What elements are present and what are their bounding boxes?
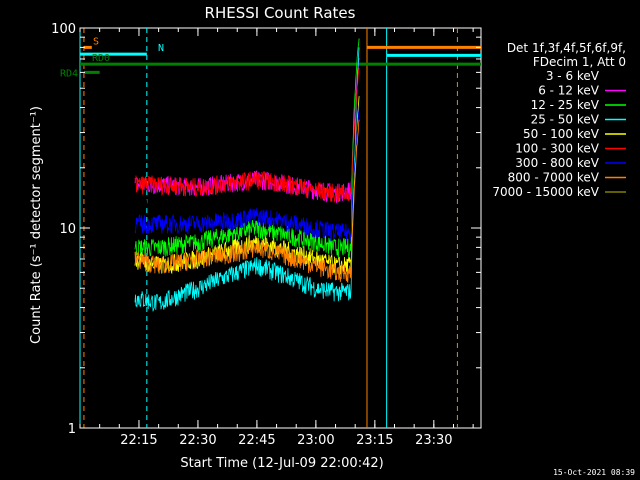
y-tick-label-2: 100 bbox=[51, 22, 76, 37]
instrument-state-bars: S N RD0 RD4 bbox=[60, 36, 481, 79]
x-tick-label-3: 23:00 bbox=[297, 433, 334, 448]
state-label-rd4: RD4 bbox=[60, 68, 78, 79]
x-tick-label-4: 23:15 bbox=[356, 433, 393, 448]
vertical-markers bbox=[79, 28, 458, 428]
state-label-rd0: RD0 bbox=[92, 53, 110, 64]
legend-header-1: FDecim 1, Att 0 bbox=[533, 55, 626, 69]
footer-date: 15-Oct-2021 08:39 bbox=[553, 468, 635, 477]
legend-label-2: 12 - 25 keV bbox=[531, 98, 600, 112]
legend-label-8: 7000 - 15000 keV bbox=[492, 185, 599, 199]
chart-title: RHESSI Count Rates bbox=[205, 4, 356, 22]
series-line-0 bbox=[134, 75, 360, 223]
legend: Det 1f,3f,4f,5f,6f,9f,FDecim 1, Att 03 -… bbox=[492, 41, 626, 199]
series-lines bbox=[134, 38, 360, 312]
series-line-7 bbox=[134, 119, 360, 284]
series-line-5 bbox=[134, 67, 360, 203]
legend-label-7: 800 - 7000 keV bbox=[508, 171, 600, 185]
legend-label-5: 100 - 300 keV bbox=[515, 142, 599, 156]
x-tick-label-5: 23:30 bbox=[415, 433, 452, 448]
series-line-4 bbox=[134, 96, 360, 275]
legend-label-0: 3 - 6 keV bbox=[546, 69, 600, 83]
y-axis-label: Count Rate (s⁻¹ detector segment⁻¹) bbox=[29, 106, 44, 344]
x-tick-label-1: 22:30 bbox=[179, 433, 216, 448]
axes: 22:15 22:30 22:45 23:00 23:15 23:30 1 10 100 bbox=[51, 22, 481, 448]
series-line-1 bbox=[134, 57, 360, 204]
state-label-n: N bbox=[158, 43, 164, 54]
x-tick-label-0: 22:15 bbox=[120, 433, 157, 448]
legend-header-0: Det 1f,3f,4f,5f,6f,9f, bbox=[507, 41, 626, 55]
y-tick-label-0: 1 bbox=[68, 422, 76, 437]
x-axis-label: Start Time (12-Jul-09 22:00:42) bbox=[180, 456, 383, 471]
legend-label-1: 6 - 12 keV bbox=[538, 84, 600, 98]
series-line-6 bbox=[134, 105, 360, 243]
legend-label-4: 50 - 100 keV bbox=[523, 127, 600, 141]
state-label-s: S bbox=[93, 36, 99, 47]
series-line-2 bbox=[134, 38, 360, 259]
series-line-3 bbox=[134, 47, 360, 312]
x-tick-label-2: 22:45 bbox=[238, 433, 275, 448]
legend-label-3: 25 - 50 keV bbox=[531, 113, 600, 127]
legend-label-6: 300 - 800 keV bbox=[515, 156, 599, 170]
y-tick-label-1: 10 bbox=[59, 222, 76, 237]
